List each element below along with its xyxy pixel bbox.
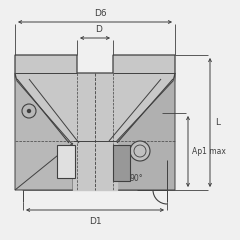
Polygon shape <box>113 73 175 190</box>
Circle shape <box>130 141 150 161</box>
Polygon shape <box>113 145 130 181</box>
Polygon shape <box>57 145 75 178</box>
Polygon shape <box>73 141 117 190</box>
Polygon shape <box>15 73 73 190</box>
Text: D1: D1 <box>89 217 101 226</box>
Text: D: D <box>96 25 102 34</box>
Text: 90°: 90° <box>129 174 143 183</box>
Text: D6: D6 <box>94 9 106 18</box>
Polygon shape <box>15 55 175 190</box>
Text: Ap1 max: Ap1 max <box>192 147 226 156</box>
Circle shape <box>28 109 30 113</box>
Text: L: L <box>215 118 220 127</box>
